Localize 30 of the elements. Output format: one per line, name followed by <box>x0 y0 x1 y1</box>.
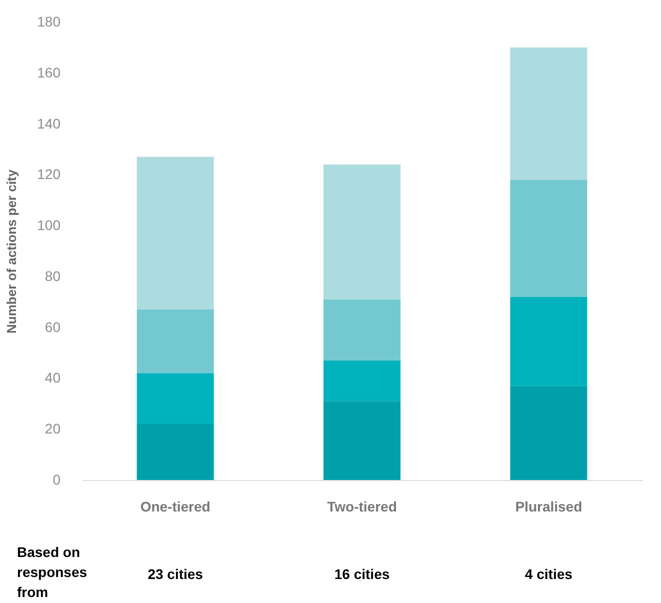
bar <box>510 296 588 386</box>
bar <box>510 386 588 480</box>
y-tick-label: 100 <box>37 217 61 234</box>
bar <box>136 373 214 424</box>
y-tick-label: 80 <box>44 268 61 284</box>
bar <box>324 401 400 480</box>
x-tick-label: One-tiered <box>140 498 210 514</box>
y-tick-label: 180 <box>37 14 61 30</box>
text: Based on responses from <box>17 544 88 600</box>
text: 23 cities <box>148 566 204 582</box>
bar <box>324 360 400 402</box>
y-tick-label: 0 <box>52 472 61 488</box>
x-tick-label: Pluralised <box>515 498 582 514</box>
y-tick-label: 20 <box>44 420 61 437</box>
bar <box>136 310 214 374</box>
bar <box>510 47 588 180</box>
text: 4 cities <box>524 566 573 582</box>
y-tick-label: 120 <box>37 166 61 182</box>
y-tick-label: 140 <box>37 115 61 132</box>
y-axis-title: Number of actions per city <box>4 168 20 334</box>
x-tick-label: Two-tiered <box>327 498 397 514</box>
y-tick-label: 160 <box>37 64 61 80</box>
text: 16 cities <box>334 566 390 582</box>
y-tick-label: 40 <box>44 370 61 386</box>
bar <box>136 156 214 310</box>
y-tick-label: 60 <box>44 318 61 335</box>
bar <box>324 164 400 300</box>
bar <box>510 180 588 297</box>
bar <box>136 424 214 480</box>
bar <box>324 299 400 360</box>
